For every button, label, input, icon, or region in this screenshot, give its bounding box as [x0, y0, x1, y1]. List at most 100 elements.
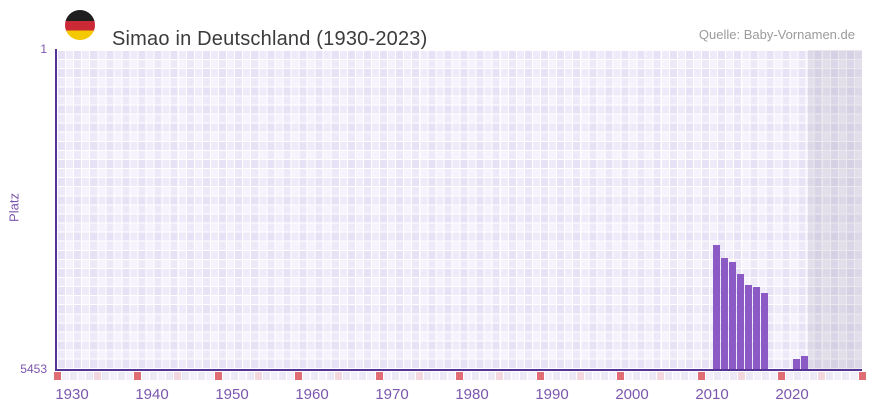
tick-cell-1991 [544, 371, 552, 380]
tick-cell-1976 [423, 371, 431, 380]
x-axis-label-2010: 2010 [695, 386, 729, 403]
tick-cell-1977 [431, 371, 439, 380]
tick-cell-1971 [383, 371, 391, 380]
decade-marker-1940 [134, 371, 142, 380]
tick-cell-2022 [794, 371, 802, 380]
tick-cell-1993 [560, 371, 568, 380]
tick-cell-2028 [842, 371, 850, 380]
bar-2017[interactable] [760, 293, 768, 369]
tick-cell-2004 [649, 371, 657, 380]
bar-2015[interactable] [744, 284, 752, 369]
decade-marker-1960 [295, 371, 303, 380]
tick-cell-1937 [109, 371, 117, 380]
tick-cell-1988 [520, 371, 528, 380]
y-axis-line [55, 49, 57, 371]
tick-cell-1936 [101, 371, 109, 380]
bar-2011[interactable] [712, 245, 720, 369]
bar-2022[interactable] [800, 355, 808, 369]
tick-cell-1934 [85, 371, 93, 380]
tick-cell-1963 [319, 371, 327, 380]
x-axis-label-1950: 1950 [215, 386, 249, 403]
tick-cell-1968 [359, 371, 367, 380]
tick-cell-2029 [850, 371, 858, 380]
tick-cell-1999 [608, 371, 617, 380]
x-axis-label-2000: 2000 [615, 386, 649, 403]
x-axis-label-1940: 1940 [135, 386, 169, 403]
tick-cell-1947 [190, 371, 198, 380]
y-axis-title: Platz [6, 193, 22, 222]
decade-marker-1950 [214, 371, 222, 380]
tick-cell-2026 [826, 371, 834, 380]
half-decade-marker-2005 [657, 371, 665, 380]
decade-marker-1970 [375, 371, 383, 380]
x-axis-label-1970: 1970 [375, 386, 409, 403]
tick-cell-1978 [439, 371, 447, 380]
tick-cell-1944 [166, 371, 174, 380]
tick-cell-1987 [512, 371, 520, 380]
tick-cell-1932 [69, 371, 77, 380]
tick-cell-1962 [311, 371, 319, 380]
plot-area [57, 50, 862, 369]
tick-cell-2013 [721, 371, 729, 380]
tick-cell-1984 [488, 371, 496, 380]
decade-marker-1930 [53, 371, 61, 380]
decade-marker-2020 [778, 371, 786, 380]
half-decade-marker-1955 [254, 371, 262, 380]
tick-cell-2012 [713, 371, 721, 380]
tick-cell-1952 [230, 371, 238, 380]
tick-cell-1967 [351, 371, 359, 380]
tick-cell-2018 [761, 371, 769, 380]
tick-cell-1979 [447, 371, 456, 380]
tick-cell-2006 [665, 371, 673, 380]
x-axis-label-1930: 1930 [55, 386, 89, 403]
bar-2021[interactable] [792, 359, 800, 369]
x-axis-label-1960: 1960 [295, 386, 329, 403]
tick-cell-2024 [810, 371, 818, 380]
tick-cell-1958 [278, 371, 286, 380]
tick-cell-1973 [399, 371, 407, 380]
tick-cell-2007 [673, 371, 681, 380]
tick-cell-1931 [61, 371, 69, 380]
tick-cell-2011 [705, 371, 713, 380]
tick-cell-2019 [769, 371, 778, 380]
tick-cell-2002 [633, 371, 641, 380]
tick-cell-1961 [303, 371, 311, 380]
y-axis-tick-bottom: 5453 [20, 362, 47, 376]
x-axis-label-1980: 1980 [455, 386, 489, 403]
tick-cell-1997 [592, 371, 600, 380]
bar-2016[interactable] [752, 286, 760, 369]
tick-cell-1964 [327, 371, 335, 380]
decade-marker-2030 [858, 371, 866, 380]
tick-cell-1933 [77, 371, 85, 380]
tick-cell-2016 [745, 371, 753, 380]
tick-cell-2009 [689, 371, 697, 380]
tick-cell-1941 [142, 371, 150, 380]
decade-marker-1990 [536, 371, 544, 380]
decade-marker-1980 [456, 371, 464, 380]
tick-cell-2021 [786, 371, 794, 380]
tick-cell-1972 [391, 371, 399, 380]
tick-cell-1951 [222, 371, 230, 380]
half-decade-marker-1975 [415, 371, 423, 380]
tick-cell-2014 [729, 371, 737, 380]
half-decade-marker-1995 [576, 371, 584, 380]
bar-2013[interactable] [728, 261, 736, 369]
no-data-overlay [808, 50, 862, 369]
x-axis-tick-strip [53, 371, 870, 380]
tick-cell-1983 [480, 371, 488, 380]
half-decade-marker-1935 [93, 371, 101, 380]
tick-cell-1954 [246, 371, 254, 380]
half-decade-marker-2015 [737, 371, 745, 380]
tick-cell-1957 [270, 371, 278, 380]
tick-cell-2027 [834, 371, 842, 380]
tick-cell-1989 [528, 371, 536, 380]
tick-cell-2003 [641, 371, 649, 380]
tick-cell-1953 [238, 371, 246, 380]
tick-cell-1974 [407, 371, 415, 380]
tick-cell-1938 [117, 371, 125, 380]
tick-cell-1943 [158, 371, 166, 380]
bar-2014[interactable] [736, 274, 744, 369]
tick-cell-1959 [286, 371, 295, 380]
bar-2012[interactable] [720, 258, 728, 369]
tick-cell-1966 [343, 371, 351, 380]
